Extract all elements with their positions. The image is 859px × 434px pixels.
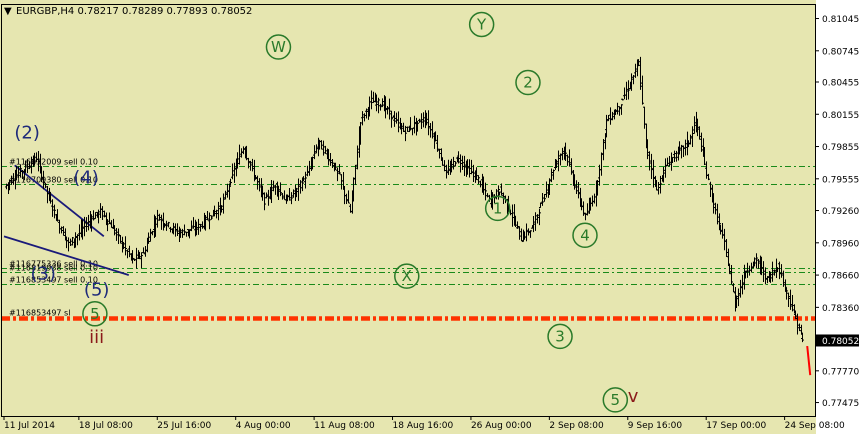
y-tick-label: 0.80745 bbox=[822, 47, 859, 57]
last-bar bbox=[806, 345, 812, 376]
wave-label: 1 bbox=[493, 199, 503, 217]
trendline bbox=[3, 235, 130, 276]
wave-label: v bbox=[628, 386, 639, 407]
order-line-label: #116819938 sell 0.10 bbox=[9, 264, 98, 273]
y-tick-label: 0.77475 bbox=[822, 399, 859, 409]
x-tick-label: 2 Sep 08:00 bbox=[549, 421, 604, 431]
x-tick-label: 17 Sep 00:00 bbox=[706, 421, 766, 431]
wave-label: 5 bbox=[611, 391, 621, 409]
wave-circle bbox=[602, 387, 629, 413]
y-tick-label: 0.77770 bbox=[822, 367, 859, 377]
time-axis: 11 Jul 2014 18 Jul 08:00 25 Jul 16:00 4 Aug… bbox=[3, 416, 845, 431]
wave-circle bbox=[515, 69, 541, 96]
wave-label: (2) bbox=[14, 122, 40, 143]
wave-label: 4 bbox=[580, 226, 590, 244]
x-tick-label: 18 Aug 16:00 bbox=[393, 421, 454, 431]
wave-label: (5) bbox=[84, 280, 110, 301]
x-tick-label: 24 Sep 08:00 bbox=[785, 421, 845, 431]
symbol-ohlc-header: EURGBP,H4 0.78217 0.78289 0.77893 0.7805… bbox=[16, 6, 252, 17]
x-tick-label: 25 Jul 16:00 bbox=[157, 421, 211, 431]
order-line-label: #116709380 sell 0.10 bbox=[9, 176, 98, 185]
wave-circle bbox=[547, 323, 573, 350]
y-tick-label: 0.78960 bbox=[822, 239, 859, 249]
order-line-label: #116853497 sell 0.10 bbox=[9, 276, 98, 285]
wave-label: 3 bbox=[555, 327, 565, 345]
x-tick-label: 18 Jul 08:00 bbox=[79, 421, 133, 431]
wave-circle bbox=[468, 11, 495, 38]
y-tick-label: 0.78360 bbox=[822, 304, 859, 314]
wave-labels: W X Y 1 2 3 4 5 5 iv v iii (2) (4) (3) (5) bbox=[14, 0, 639, 413]
current-price-label: 0.78052 bbox=[822, 337, 859, 347]
axis-panel bbox=[816, 0, 859, 434]
collapse-arrow-icon[interactable]: ▼ bbox=[4, 6, 12, 17]
y-tick-label: 0.79855 bbox=[822, 143, 859, 153]
x-tick-label: 11 Aug 08:00 bbox=[314, 421, 375, 431]
y-tick-label: 0.79260 bbox=[822, 207, 859, 217]
wave-circle bbox=[82, 301, 108, 327]
y-tick-label: 0.80455 bbox=[822, 78, 859, 88]
wave-label: X bbox=[402, 267, 412, 285]
y-tick-label: 0.79555 bbox=[822, 175, 859, 185]
x-tick-label: 9 Sep 16:00 bbox=[628, 421, 683, 431]
wave-label: (3) bbox=[30, 263, 56, 284]
wave-label: 2 bbox=[523, 74, 533, 92]
wave-label: W bbox=[271, 38, 286, 56]
y-tick-label: 0.80155 bbox=[822, 111, 859, 121]
wave-label: 5 bbox=[90, 305, 100, 323]
wave-label: iii bbox=[89, 327, 104, 348]
order-line-label: #116853497 sl bbox=[9, 309, 70, 318]
candle-series bbox=[5, 56, 812, 376]
y-tick-label: 0.81045 bbox=[822, 15, 859, 25]
y-tick-label: 0.78660 bbox=[822, 272, 859, 282]
order-line-label: #116632009 sell 0.10 bbox=[9, 158, 98, 167]
price-axis: 0.81045 0.80745 0.80455 0.80155 0.79855 0.795… bbox=[815, 0, 859, 434]
wave-circle bbox=[484, 195, 511, 222]
wave-circle bbox=[265, 34, 292, 60]
wave-circle bbox=[394, 263, 420, 289]
order-line-label: #116775336 sell 0.10 bbox=[9, 260, 98, 269]
wave-label: Y bbox=[476, 15, 487, 33]
wave-circle bbox=[572, 222, 598, 249]
wave-label: iv bbox=[477, 0, 493, 4]
x-tick-label: 26 Aug 00:00 bbox=[471, 421, 532, 431]
current-price-badge bbox=[816, 334, 859, 347]
x-tick-label: 11 Jul 2014 bbox=[4, 421, 55, 431]
wave-label: (4) bbox=[73, 168, 99, 189]
x-tick-label: 4 Aug 00:00 bbox=[236, 421, 291, 431]
